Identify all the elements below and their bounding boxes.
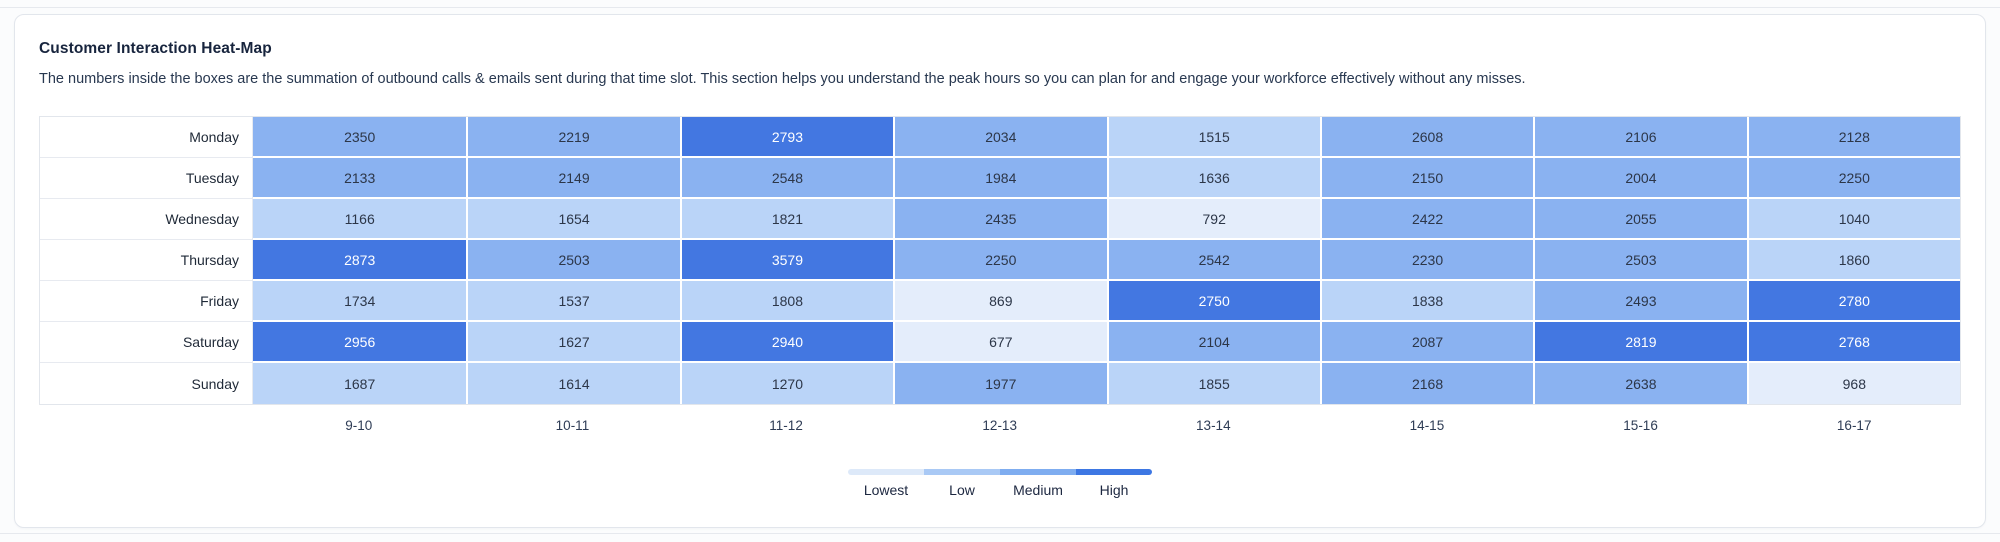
- legend-label: Lowest: [863, 482, 909, 498]
- heatmap-cell[interactable]: 1860: [1746, 240, 1960, 281]
- day-label: Saturday: [40, 322, 253, 363]
- heatmap-row: Wednesday 1166 1654 1821 2435 792 2422 2055 1040: [40, 199, 1960, 240]
- heatmap-cell[interactable]: 1636: [1106, 158, 1320, 199]
- day-label: Wednesday: [40, 199, 253, 240]
- heatmap-cell[interactable]: 677: [893, 322, 1107, 363]
- heatmap-cell[interactable]: 2055: [1533, 199, 1747, 240]
- heatmap-cell[interactable]: 1977: [893, 363, 1107, 404]
- heatmap-cell[interactable]: 2940: [679, 322, 894, 363]
- legend-label: High: [1099, 482, 1129, 498]
- heatmap-row: Friday 1734 1537 1808 869 2750 1838 2493 2780: [40, 281, 1960, 322]
- heatmap-cell[interactable]: 1808: [679, 281, 894, 322]
- heatmap-cell[interactable]: 2493: [1533, 281, 1747, 322]
- heatmap-cell[interactable]: 2150: [1319, 158, 1534, 199]
- legend-label: Low: [949, 482, 975, 498]
- time-slot-label: 14-15: [1409, 418, 1445, 433]
- heatmap-cell[interactable]: 1654: [466, 199, 680, 240]
- heatmap-cell[interactable]: 2350: [253, 117, 467, 158]
- time-slot-label: 16-17: [1836, 418, 1872, 433]
- heatmap-card: Customer Interaction Heat-Map The number…: [14, 14, 1986, 528]
- heatmap-cell[interactable]: 2250: [1746, 158, 1960, 199]
- legend-segment-medium: [1000, 469, 1076, 475]
- legend-segment-low: [924, 469, 1000, 475]
- day-label: Thursday: [40, 240, 253, 281]
- time-slot-label: 15-16: [1623, 418, 1658, 433]
- heatmap-cell[interactable]: 3579: [679, 240, 894, 281]
- heatmap-cell[interactable]: 1838: [1319, 281, 1534, 322]
- heatmap-cell[interactable]: 2250: [893, 240, 1107, 281]
- heatmap-cell[interactable]: 2793: [679, 117, 894, 158]
- heatmap-cell[interactable]: 2104: [1106, 322, 1320, 363]
- heatmap-row: Monday 2350 2219 2793 2034 1515 2608 2106 2128: [40, 117, 1960, 158]
- heatmap-legend: Lowest Low Medium High: [39, 469, 1961, 498]
- legend-segment-lowest: [848, 469, 924, 475]
- heatmap-cell[interactable]: 1984: [893, 158, 1107, 199]
- heatmap-cell[interactable]: 792: [1106, 199, 1320, 240]
- heatmap-cell[interactable]: 2128: [1746, 117, 1960, 158]
- heatmap-row: Saturday 2956 1627 2940 677 2104 2087 2819 2768: [40, 322, 1960, 363]
- heatmap-cell[interactable]: 2034: [893, 117, 1107, 158]
- heatmap-cell[interactable]: 1166: [253, 199, 467, 240]
- heatmap-cell[interactable]: 2548: [679, 158, 894, 199]
- day-label: Friday: [40, 281, 253, 322]
- heatmap-cell[interactable]: 1821: [679, 199, 894, 240]
- heatmap-cell[interactable]: 2768: [1746, 322, 1960, 363]
- heatmap-table: Monday 2350 2219 2793 2034 1515 2608 2106 2128 Tu…: [39, 116, 1961, 405]
- heatmap-cell[interactable]: 2106: [1533, 117, 1747, 158]
- heatmap-cell[interactable]: 1537: [466, 281, 680, 322]
- heatmap-cell[interactable]: 2503: [466, 240, 680, 281]
- heatmap-cell[interactable]: 2087: [1319, 322, 1534, 363]
- time-axis-spacer: [39, 418, 252, 439]
- heatmap-cell[interactable]: 2435: [893, 199, 1107, 240]
- page-divider-bottom: [0, 533, 2000, 534]
- day-label: Monday: [40, 117, 253, 158]
- time-slot-label: 10-11: [555, 418, 590, 433]
- heatmap-row: Sunday 1687 1614 1270 1977 1855 2168 2638 968: [40, 363, 1960, 404]
- day-label: Tuesday: [40, 158, 253, 199]
- heatmap-cell[interactable]: 2422: [1319, 199, 1534, 240]
- heatmap-cell[interactable]: 2750: [1106, 281, 1320, 322]
- card-description: The numbers inside the boxes are the sum…: [39, 71, 1526, 87]
- heatmap-cell[interactable]: 1734: [253, 281, 467, 322]
- heatmap-cell[interactable]: 2004: [1533, 158, 1747, 199]
- heatmap-cell[interactable]: 2638: [1533, 363, 1747, 404]
- heatmap-cell[interactable]: 2873: [253, 240, 467, 281]
- heatmap-cell[interactable]: 2149: [466, 158, 680, 199]
- time-slot-label: 11-12: [769, 418, 803, 433]
- legend-segment-high: [1076, 469, 1152, 475]
- heatmap-cell[interactable]: 2219: [466, 117, 680, 158]
- heatmap-cell[interactable]: 1040: [1746, 199, 1960, 240]
- heatmap-cell[interactable]: 869: [893, 281, 1107, 322]
- day-label: Sunday: [40, 363, 253, 404]
- heatmap-cell[interactable]: 968: [1746, 363, 1960, 404]
- page-divider-top: [0, 7, 2000, 8]
- legend-label: Medium: [1013, 482, 1063, 498]
- time-slot-label: 9-10: [345, 418, 373, 433]
- legend-labels: Lowest Low Medium High: [848, 482, 1152, 498]
- heatmap-cell[interactable]: 1515: [1106, 117, 1320, 158]
- heatmap-cell[interactable]: 2168: [1319, 363, 1534, 404]
- heatmap-cell[interactable]: 1614: [466, 363, 680, 404]
- heatmap-cell[interactable]: 2780: [1746, 281, 1960, 322]
- heatmap-cell[interactable]: 1855: [1106, 363, 1320, 404]
- time-slot-label: 12-13: [982, 418, 1017, 433]
- heatmap-cell[interactable]: 1270: [679, 363, 894, 404]
- heatmap-cell[interactable]: 1687: [253, 363, 467, 404]
- heatmap-row: Thursday 2873 2503 3579 2250 2542 2230 2503 1860: [40, 240, 1960, 281]
- heatmap-cell[interactable]: 1627: [466, 322, 680, 363]
- heatmap-cell[interactable]: 2542: [1106, 240, 1320, 281]
- heatmap-row: Tuesday 2133 2149 2548 1984 1636 2150 2004 2250: [40, 158, 1960, 199]
- heatmap-cell[interactable]: 2956: [253, 322, 467, 363]
- time-axis: 9-10 10-11 11-12 12-13 13-14 14-15 15-16 16-17: [39, 405, 1961, 439]
- heatmap-cell[interactable]: 2503: [1533, 240, 1747, 281]
- legend-color-bar: [848, 469, 1152, 475]
- page-title: Customer Interaction Heat-Map: [39, 40, 272, 57]
- heatmap-cell[interactable]: 2230: [1319, 240, 1534, 281]
- heatmap-cell[interactable]: 2608: [1319, 117, 1534, 158]
- heatmap-cell[interactable]: 2133: [253, 158, 467, 199]
- time-slot-label: 13-14: [1196, 418, 1231, 433]
- heatmap-cell[interactable]: 2819: [1533, 322, 1747, 363]
